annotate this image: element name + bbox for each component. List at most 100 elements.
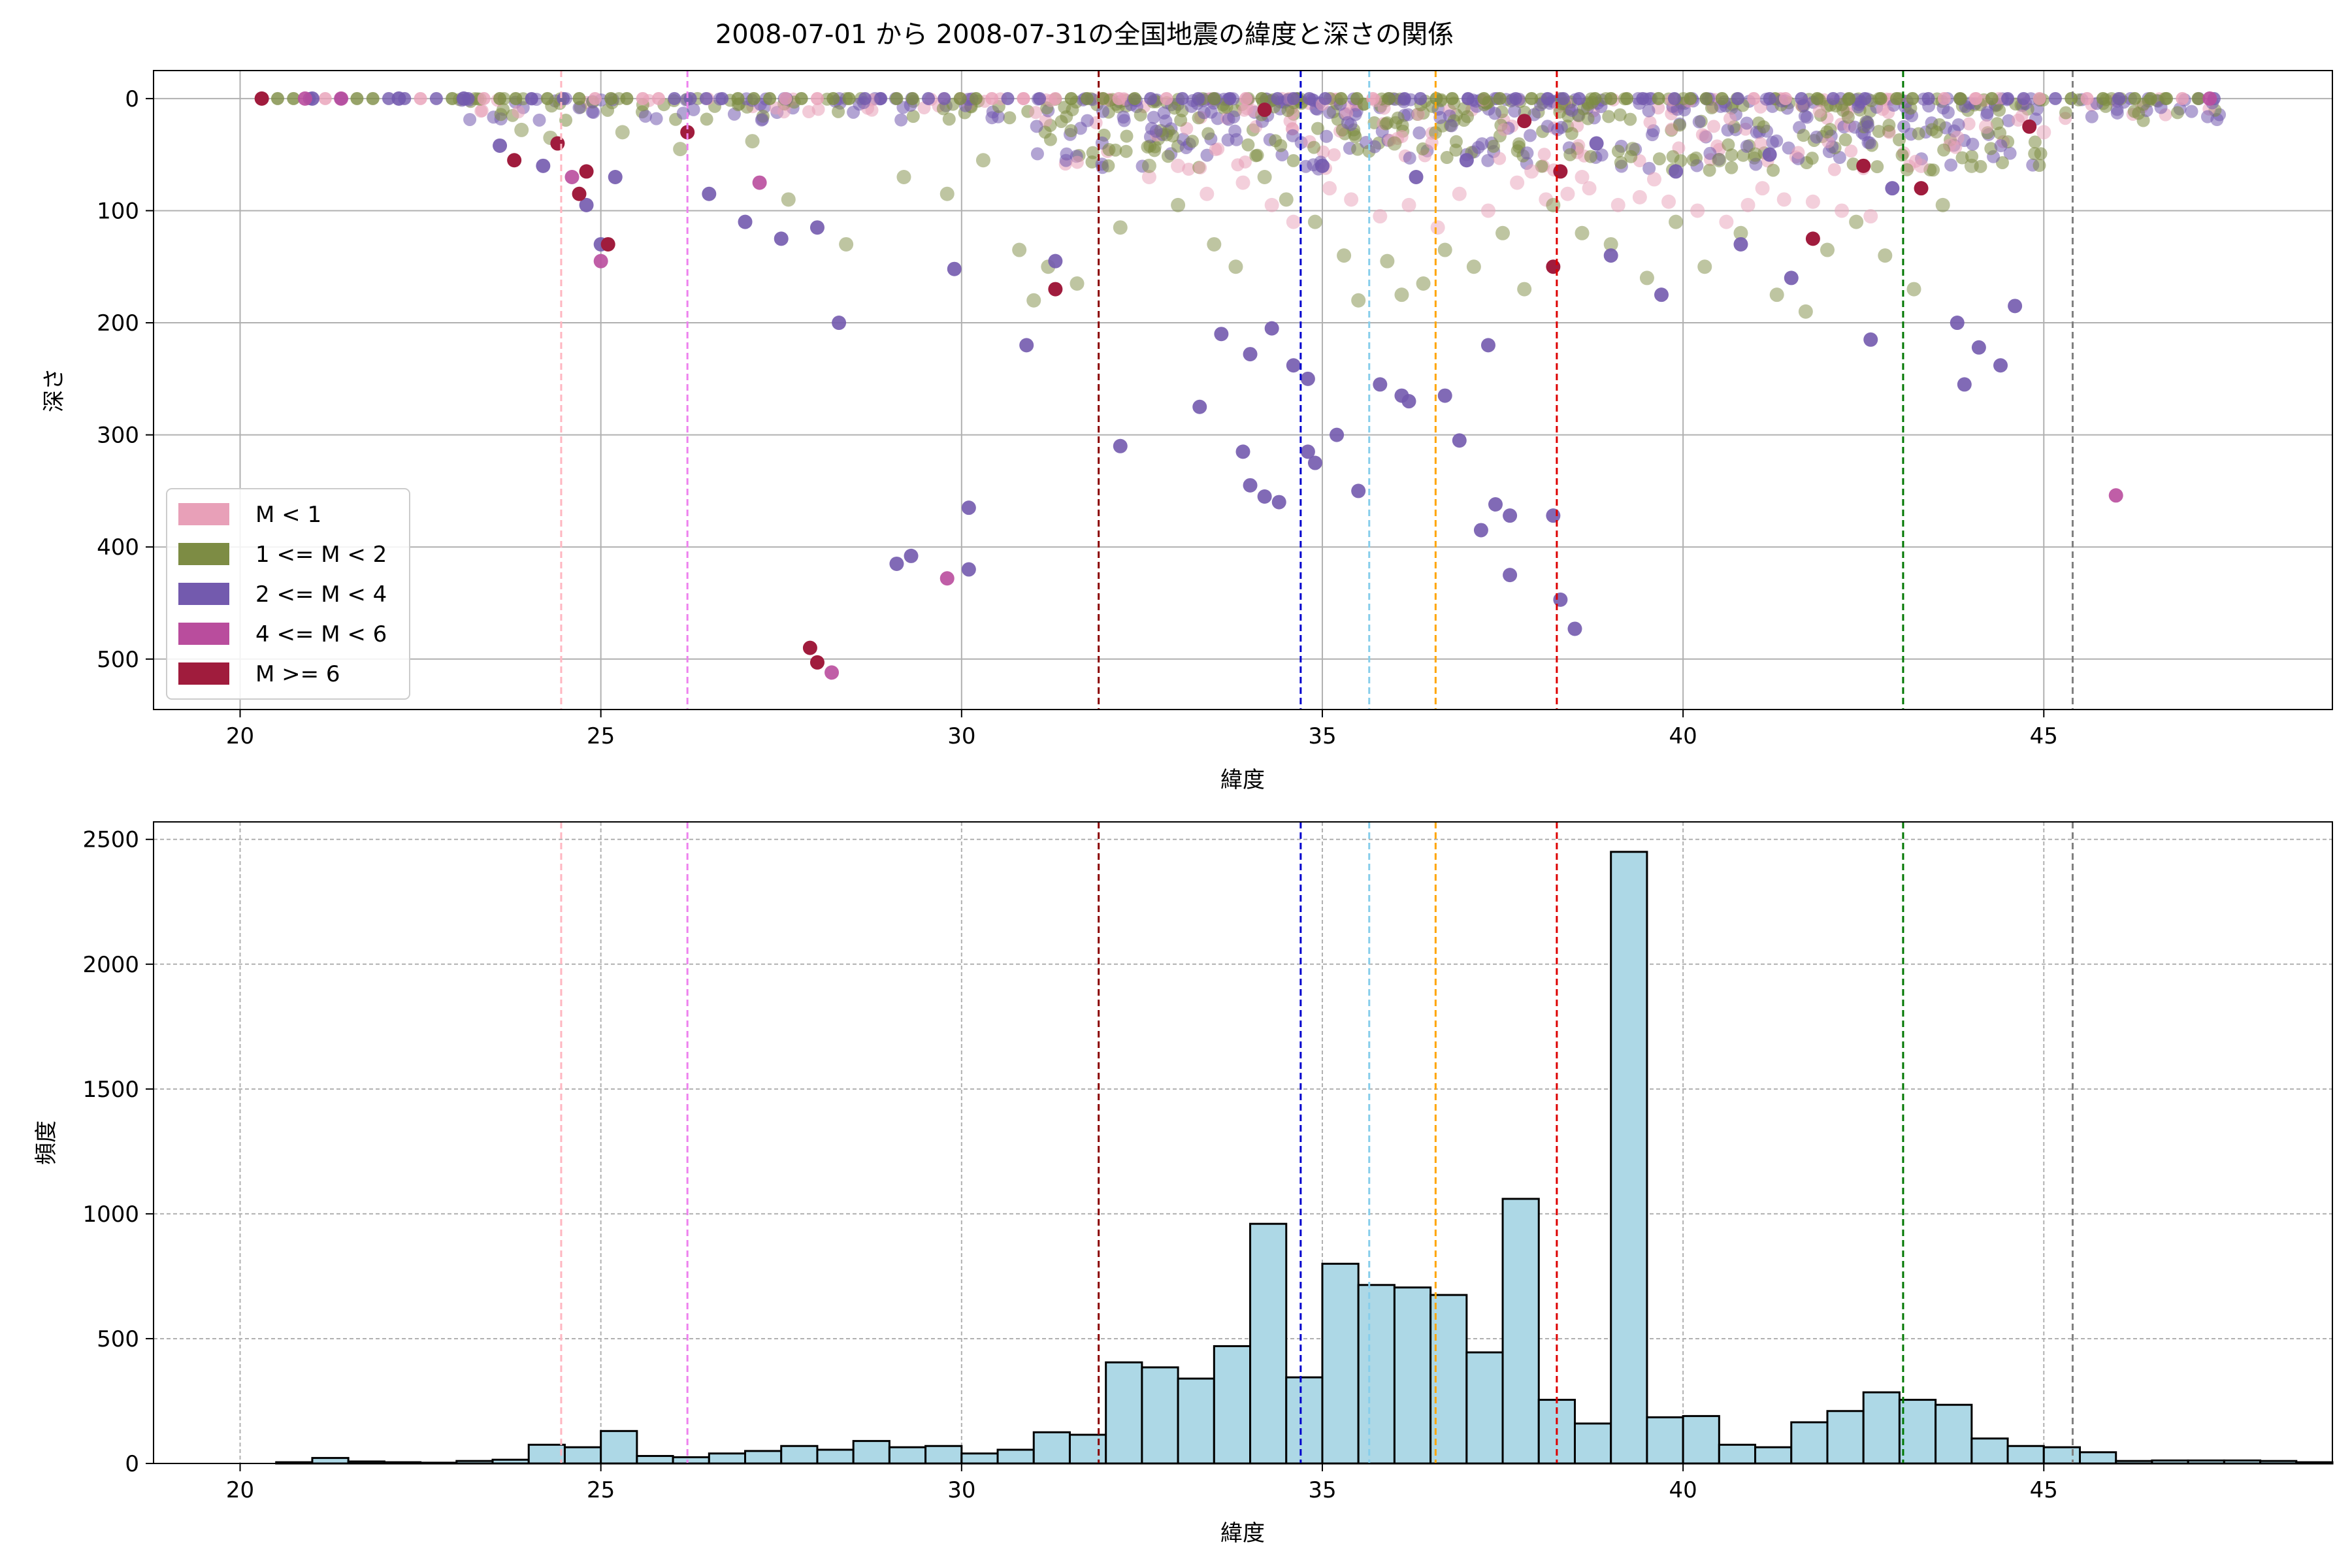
scatter-point-surface bbox=[1715, 91, 1729, 105]
scatter-point bbox=[1228, 259, 1243, 274]
scatter-point-surface bbox=[287, 91, 301, 105]
scatter-point bbox=[1394, 287, 1409, 302]
scatter-point-shallow bbox=[1980, 108, 1994, 122]
histogram-bar bbox=[1068, 1433, 1107, 1465]
scatter-point-surface bbox=[2017, 91, 2031, 105]
scatter-point-shallow bbox=[1311, 122, 1324, 135]
scatter-point-shallow bbox=[1652, 152, 1666, 166]
scatter-point bbox=[1740, 197, 1756, 212]
scatter-legend-swatch bbox=[178, 583, 229, 605]
scatter-point bbox=[1733, 237, 1748, 252]
scatter-point-surface bbox=[525, 91, 538, 105]
scatter-point-surface bbox=[2160, 91, 2174, 105]
scatter-point bbox=[1480, 203, 1495, 218]
scatter-point bbox=[572, 186, 587, 201]
scatter-point-shallow bbox=[1797, 129, 1810, 142]
scatter-point bbox=[1553, 164, 1568, 179]
scatter-point-shallow bbox=[1286, 154, 1300, 167]
scatter-point-surface bbox=[1810, 91, 1824, 105]
scatter-point bbox=[1935, 197, 1950, 212]
histogram-bar bbox=[1646, 1416, 1684, 1465]
scatter-point-shallow bbox=[1269, 134, 1282, 148]
scatter-point bbox=[1351, 293, 1366, 308]
scatter-point-shallow bbox=[1064, 124, 1078, 138]
scatter-point-shallow bbox=[1493, 152, 1507, 165]
scatter-point-shallow bbox=[1497, 123, 1511, 137]
scatter-point bbox=[702, 186, 717, 201]
scatter-ytick-label: 300 bbox=[97, 423, 139, 449]
histogram-bar bbox=[1321, 1262, 1360, 1465]
scatter-point-shallow bbox=[1440, 151, 1454, 165]
scatter-point bbox=[1575, 170, 1590, 184]
scatter-point-shallow bbox=[1030, 147, 1044, 161]
scatter-point-surface bbox=[636, 91, 649, 105]
scatter-point-surface bbox=[1778, 91, 1792, 105]
scatter-point bbox=[1473, 523, 1488, 538]
scatter-point bbox=[1748, 147, 1763, 162]
scatter-point bbox=[1409, 170, 1424, 184]
scatter-point-shallow bbox=[1286, 129, 1299, 142]
scatter-point-shallow bbox=[1827, 163, 1841, 176]
scatter-point-surface bbox=[557, 91, 570, 105]
histogram-bar bbox=[1790, 1421, 1829, 1465]
histogram-xtick-label: 40 bbox=[1669, 1477, 1697, 1503]
scatter-point-surface bbox=[953, 91, 967, 105]
scatter-point-shallow bbox=[2028, 135, 2042, 149]
scatter-point-shallow bbox=[1666, 150, 1680, 163]
scatter-point-surface bbox=[2144, 91, 2157, 105]
scatter-points bbox=[254, 91, 2217, 680]
scatter-point bbox=[608, 170, 623, 184]
scatter-point-surface bbox=[1636, 91, 1650, 105]
scatter-point-shallow bbox=[1812, 105, 1826, 118]
histogram-bar bbox=[1862, 1391, 1901, 1465]
scatter-point bbox=[1503, 568, 1518, 583]
scatter-point-shallow bbox=[1221, 133, 1235, 147]
scatter-point-surface bbox=[1414, 91, 1428, 105]
histogram-bar bbox=[563, 1446, 602, 1465]
scatter-point bbox=[825, 665, 840, 680]
scatter-point-surface bbox=[1017, 91, 1030, 105]
scatter-point bbox=[1697, 259, 1712, 274]
histogram-bar bbox=[1213, 1345, 1252, 1465]
scatter-point-surface bbox=[588, 91, 602, 105]
scatter-point bbox=[1235, 444, 1250, 459]
scatter-point-shallow bbox=[1445, 119, 1458, 133]
scatter-point-shallow bbox=[1147, 110, 1160, 124]
scatter-point-surface bbox=[779, 91, 792, 105]
scatter-point-surface bbox=[1175, 91, 1189, 105]
scatter-point-shallow bbox=[1966, 137, 1980, 151]
scatter-point-shallow bbox=[1102, 159, 1115, 172]
scatter-point bbox=[1610, 197, 1625, 212]
histogram-xtick-label: 30 bbox=[947, 1477, 975, 1503]
scatter-point-shallow bbox=[1201, 127, 1215, 140]
scatter-point bbox=[1070, 276, 1085, 291]
scatter-point-surface bbox=[2065, 91, 2078, 105]
scatter-point bbox=[1805, 231, 1820, 246]
scatter-point bbox=[1503, 508, 1518, 523]
scatter-point-shallow bbox=[494, 108, 508, 122]
scatter-point-shallow bbox=[1962, 117, 1976, 131]
scatter-point-shallow bbox=[1070, 155, 1084, 169]
scatter-point-shallow bbox=[1613, 108, 1627, 122]
scatter-point-shallow bbox=[1770, 134, 1784, 148]
scatter-point-shallow bbox=[1933, 118, 1946, 131]
histogram-bar bbox=[1501, 1198, 1540, 1465]
scatter-point-shallow bbox=[1481, 154, 1495, 167]
scatter-legend: M < 1 1 <= M < 2 2 <= M < 4 4 <= M < 6 M >= … bbox=[166, 488, 410, 700]
histogram-ytick-label: 0 bbox=[125, 1451, 139, 1477]
scatter-point bbox=[493, 138, 508, 153]
scatter-point-shallow bbox=[1643, 116, 1657, 129]
scatter-point-surface bbox=[1462, 91, 1475, 105]
scatter-point-surface bbox=[715, 91, 729, 105]
scatter-point-shallow bbox=[1646, 128, 1659, 142]
scatter-point bbox=[1315, 158, 1330, 173]
scatter-point bbox=[1048, 282, 1063, 297]
scatter-point bbox=[1878, 248, 1893, 263]
scatter-reference-lines bbox=[560, 71, 2074, 710]
histogram-bar bbox=[960, 1452, 999, 1465]
scatter-point-surface bbox=[826, 91, 840, 105]
scatter-point bbox=[1330, 427, 1345, 442]
scatter-point bbox=[1964, 158, 1979, 173]
scatter-point-surface bbox=[493, 91, 507, 105]
scatter-point-surface bbox=[1826, 91, 1840, 105]
